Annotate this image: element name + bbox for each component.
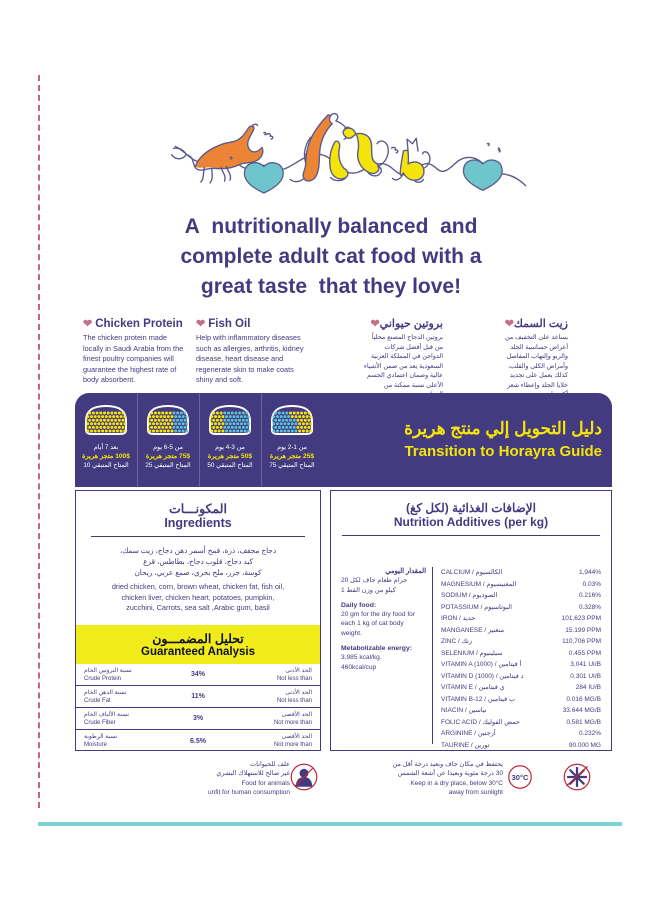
svg-text:30°C: 30°C: [512, 773, 529, 782]
